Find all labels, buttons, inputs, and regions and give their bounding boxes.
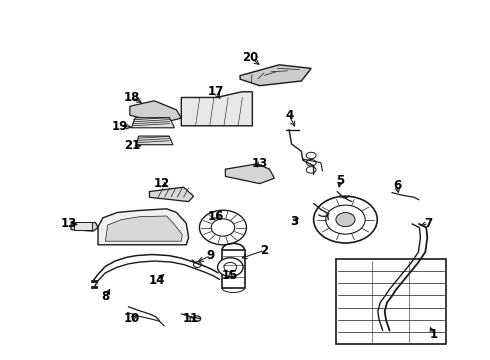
Circle shape bbox=[218, 258, 243, 276]
Text: 21: 21 bbox=[124, 139, 141, 152]
Polygon shape bbox=[181, 92, 252, 126]
Text: 16: 16 bbox=[207, 210, 224, 222]
Text: 7: 7 bbox=[425, 217, 433, 230]
Text: 20: 20 bbox=[242, 51, 258, 64]
Text: 1: 1 bbox=[430, 328, 438, 341]
Circle shape bbox=[314, 196, 377, 243]
Text: 8: 8 bbox=[101, 291, 109, 303]
Polygon shape bbox=[98, 209, 189, 245]
Circle shape bbox=[211, 219, 235, 236]
Polygon shape bbox=[240, 65, 311, 86]
Bar bbox=[222, 250, 245, 288]
Text: 6: 6 bbox=[393, 179, 401, 192]
Polygon shape bbox=[225, 164, 274, 184]
Text: 3: 3 bbox=[290, 215, 298, 228]
Polygon shape bbox=[131, 118, 174, 128]
Text: 5: 5 bbox=[337, 174, 344, 186]
Text: 19: 19 bbox=[112, 120, 128, 132]
Text: 2: 2 bbox=[261, 244, 269, 257]
Bar bbox=[74, 222, 92, 230]
Text: 14: 14 bbox=[148, 274, 165, 287]
Text: 13: 13 bbox=[251, 157, 268, 170]
Circle shape bbox=[326, 205, 365, 234]
Circle shape bbox=[336, 212, 355, 227]
Polygon shape bbox=[71, 222, 98, 231]
Text: 4: 4 bbox=[285, 109, 293, 122]
Text: 13: 13 bbox=[60, 217, 77, 230]
Polygon shape bbox=[136, 136, 173, 145]
Text: 11: 11 bbox=[183, 312, 199, 325]
Circle shape bbox=[224, 262, 237, 272]
Text: 10: 10 bbox=[124, 312, 141, 325]
Bar bbox=[336, 259, 446, 344]
Polygon shape bbox=[130, 101, 181, 123]
Circle shape bbox=[194, 262, 201, 267]
Text: 12: 12 bbox=[153, 177, 170, 190]
Text: 18: 18 bbox=[124, 91, 141, 104]
Polygon shape bbox=[149, 187, 194, 202]
Polygon shape bbox=[105, 216, 182, 241]
Text: 15: 15 bbox=[222, 269, 239, 282]
Text: 17: 17 bbox=[207, 85, 224, 98]
Text: 9: 9 bbox=[207, 249, 215, 262]
Circle shape bbox=[199, 210, 246, 245]
